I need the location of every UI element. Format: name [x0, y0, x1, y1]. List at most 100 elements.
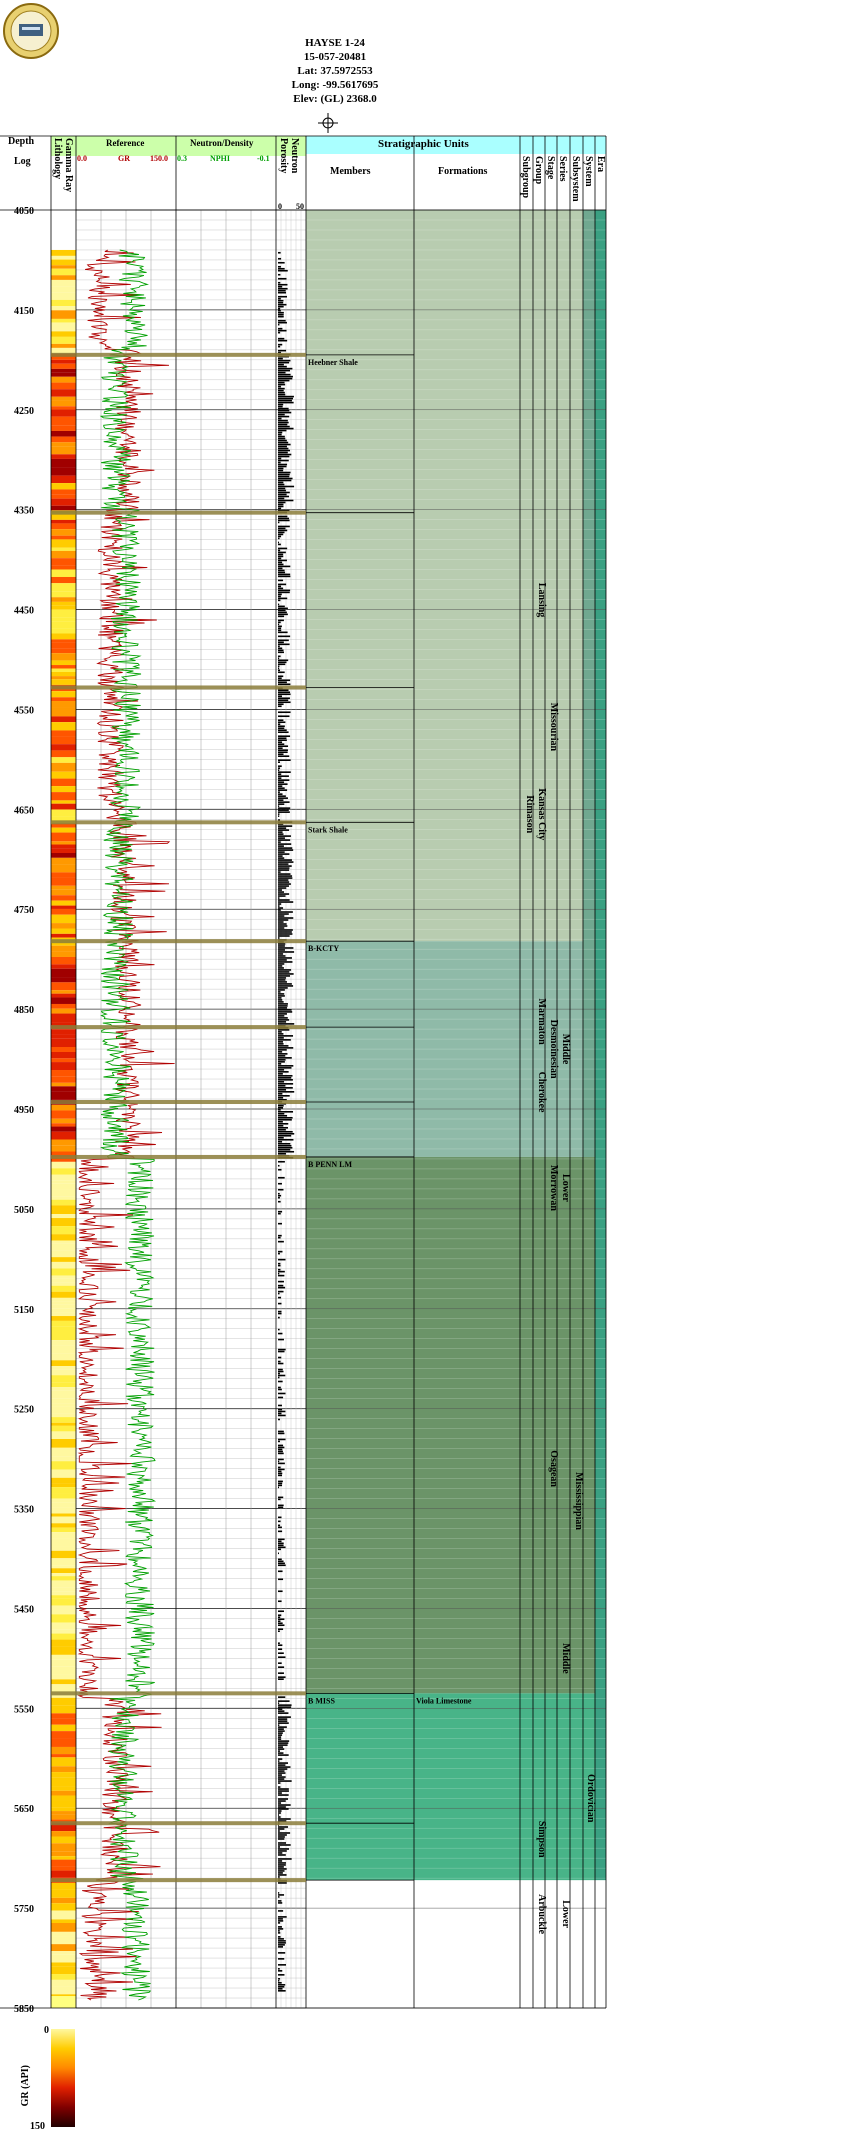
porosity-fill — [278, 809, 289, 811]
porosity-fill — [278, 725, 285, 728]
lithology-band — [51, 1013, 76, 1023]
porosity-fill — [278, 1093, 283, 1095]
porosity-fill — [278, 847, 293, 849]
lithology-band — [51, 1438, 76, 1448]
porosity-fill — [278, 1033, 284, 1035]
porosity-fill — [278, 481, 284, 484]
porosity-fill — [278, 395, 294, 398]
porosity-fill — [278, 1732, 283, 1734]
lithology-band — [51, 1126, 76, 1132]
reference-label: Reference — [106, 138, 145, 148]
porosity-fill — [278, 435, 285, 438]
lithology-band — [51, 1856, 76, 1860]
porosity-fill — [278, 1706, 292, 1708]
porosity-fill — [278, 897, 280, 899]
porosity-fill — [278, 1284, 284, 1287]
lithology-band — [51, 1398, 76, 1404]
porosity-fill — [278, 1105, 284, 1107]
porosity-fill — [278, 1870, 285, 1872]
porosity-fill — [278, 625, 282, 628]
porosity-fill — [278, 1868, 287, 1870]
lithology-band — [51, 331, 76, 337]
lithology-band — [51, 1345, 76, 1354]
porosity-fill — [278, 1310, 282, 1313]
porosity-fill — [278, 649, 284, 652]
formations-label: Formations — [438, 166, 488, 177]
lithology-band — [51, 1944, 76, 1952]
strat-lower-ord: Lower — [560, 1900, 571, 1928]
lithology-band — [51, 1218, 76, 1227]
porosity-fill — [278, 1043, 284, 1045]
porosity-fill — [278, 307, 281, 310]
lithology-band — [51, 1487, 76, 1494]
lithology-band — [51, 1633, 76, 1640]
porosity-fill — [278, 543, 281, 546]
gr-max-label: 150.0 — [150, 154, 168, 163]
porosity-fill — [278, 859, 292, 861]
porosity-fill — [278, 971, 290, 973]
depth-tick-label: 5150 — [14, 1305, 34, 1316]
lithology-band — [51, 535, 76, 540]
lithology-band — [51, 945, 76, 952]
lithology-band — [51, 513, 76, 520]
depth-tick-label: 4850 — [14, 1005, 34, 1016]
lithology-band — [51, 633, 76, 640]
lithology-band — [51, 1070, 76, 1077]
porosity-fill — [278, 1700, 290, 1702]
porosity-fill — [278, 493, 287, 496]
porosity-fill — [278, 1910, 284, 1912]
lithology-band — [51, 1502, 76, 1508]
porosity-fill — [278, 1752, 284, 1754]
lithology-band — [51, 653, 76, 661]
porosity-fill — [278, 1696, 286, 1698]
porosity-fill — [278, 1019, 290, 1021]
lithology-band — [51, 547, 76, 551]
lithology-band — [51, 1199, 76, 1206]
porosity-fill — [278, 955, 286, 957]
porosity-fill — [278, 1328, 280, 1331]
porosity-fill — [278, 387, 285, 390]
porosity-fill — [278, 509, 290, 512]
porosity-fill — [278, 801, 290, 803]
porosity-fill — [278, 765, 282, 767]
porosity-fill — [278, 487, 286, 490]
lithology-band — [51, 730, 76, 737]
porosity-fill — [278, 909, 281, 911]
porosity-fill — [278, 285, 283, 288]
lithology-band — [51, 1936, 76, 1945]
porosity-fill — [278, 1666, 285, 1668]
porosity-fill — [278, 305, 284, 308]
lithology-band — [51, 259, 76, 266]
strat-middle-penn: Middle — [560, 1034, 571, 1065]
porosity-fill — [278, 1730, 285, 1732]
porosity-fill — [278, 675, 284, 678]
porosity-fill — [278, 1980, 280, 1982]
lithology-band — [51, 853, 76, 858]
porosity-fill — [278, 565, 291, 568]
porosity-fill — [278, 563, 284, 566]
porosity-fill — [278, 1041, 284, 1043]
lithology-band — [51, 716, 76, 723]
porosity-fill — [278, 309, 281, 312]
porosity-fill — [278, 769, 280, 771]
porosity-fill — [278, 647, 283, 650]
porosity-fill — [278, 1212, 281, 1215]
members-label: Members — [330, 166, 371, 177]
porosity-fill — [278, 1240, 284, 1243]
porosity-fill — [278, 265, 281, 268]
porosity-fill — [278, 1462, 285, 1465]
porosity-fill — [278, 623, 280, 626]
porosity-fill — [278, 949, 285, 951]
porosity-fill — [278, 311, 284, 314]
porosity-fill — [278, 1672, 284, 1674]
porosity-fill — [278, 1120, 283, 1123]
lithology-band — [51, 1268, 76, 1276]
porosity-fill — [278, 841, 281, 843]
lithology-band — [51, 1034, 76, 1039]
lithology-band — [51, 1843, 76, 1852]
lithology-band — [51, 275, 76, 280]
series-label: Series — [557, 156, 568, 182]
lithology-band — [51, 609, 76, 618]
lithology-band — [51, 382, 76, 390]
formation-top-line — [51, 352, 306, 357]
